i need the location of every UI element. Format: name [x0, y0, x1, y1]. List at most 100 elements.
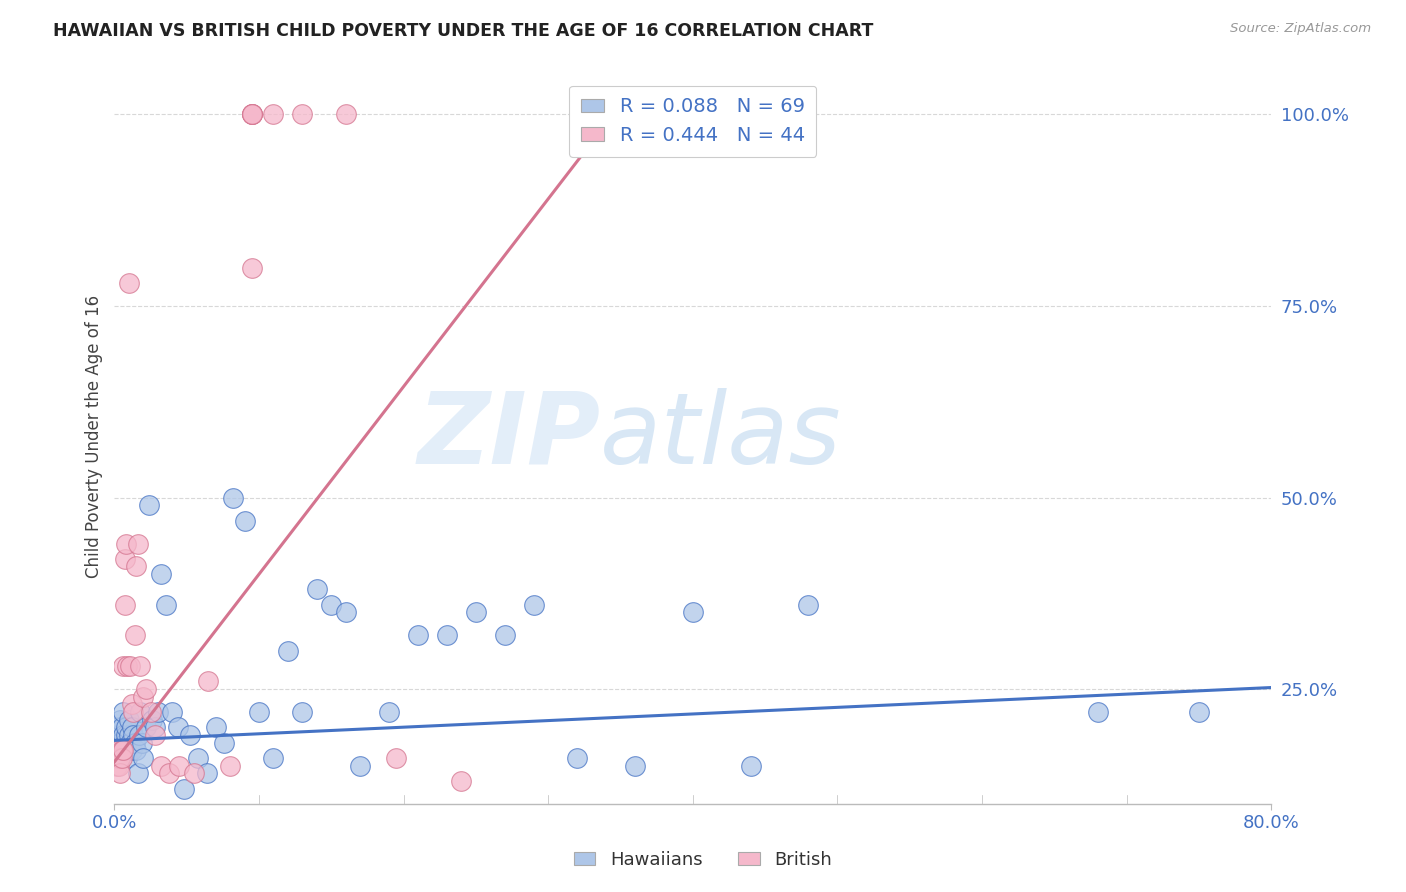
- Point: [143, 720, 166, 734]
- Point: [132, 690, 155, 704]
- Point: [127, 536, 149, 550]
- Point: [107, 743, 129, 757]
- Point: [797, 598, 820, 612]
- Text: HAWAIIAN VS BRITISH CHILD POVERTY UNDER THE AGE OF 16 CORRELATION CHART: HAWAIIAN VS BRITISH CHILD POVERTY UNDER …: [53, 22, 873, 40]
- Point: [127, 766, 149, 780]
- Text: ZIP: ZIP: [418, 388, 600, 484]
- Point: [108, 736, 131, 750]
- Point: [124, 628, 146, 642]
- Point: [120, 736, 142, 750]
- Point: [121, 698, 143, 712]
- Point: [112, 659, 135, 673]
- Point: [120, 659, 142, 673]
- Point: [112, 728, 135, 742]
- Point: [335, 606, 357, 620]
- Point: [117, 743, 139, 757]
- Point: [291, 107, 314, 121]
- Point: [114, 551, 136, 566]
- Point: [305, 582, 328, 597]
- Point: [162, 705, 184, 719]
- Point: [141, 713, 163, 727]
- Point: [240, 107, 263, 121]
- Point: [682, 606, 704, 620]
- Point: [132, 751, 155, 765]
- Point: [104, 728, 127, 742]
- Point: [277, 644, 299, 658]
- Point: [129, 705, 152, 719]
- Point: [450, 774, 472, 789]
- Point: [406, 628, 429, 642]
- Point: [112, 743, 135, 757]
- Point: [219, 758, 242, 772]
- Point: [111, 743, 134, 757]
- Point: [131, 736, 153, 750]
- Point: [378, 705, 401, 719]
- Point: [122, 728, 145, 742]
- Point: [125, 743, 148, 757]
- Point: [149, 567, 172, 582]
- Point: [494, 628, 516, 642]
- Point: [118, 728, 141, 742]
- Point: [104, 751, 127, 765]
- Point: [187, 751, 209, 765]
- Point: [105, 720, 128, 734]
- Point: [122, 705, 145, 719]
- Point: [1188, 705, 1211, 719]
- Point: [129, 659, 152, 673]
- Point: [139, 705, 162, 719]
- Point: [183, 766, 205, 780]
- Point: [104, 743, 127, 757]
- Point: [523, 598, 546, 612]
- Text: Source: ZipAtlas.com: Source: ZipAtlas.com: [1230, 22, 1371, 36]
- Point: [173, 781, 195, 796]
- Point: [291, 705, 314, 719]
- Point: [114, 743, 136, 757]
- Point: [111, 720, 134, 734]
- Point: [108, 751, 131, 765]
- Point: [233, 514, 256, 528]
- Point: [624, 758, 647, 772]
- Point: [105, 736, 128, 750]
- Point: [321, 598, 343, 612]
- Point: [240, 107, 263, 121]
- Point: [135, 681, 157, 696]
- Point: [105, 758, 128, 772]
- Point: [262, 751, 284, 765]
- Point: [107, 758, 129, 772]
- Point: [157, 766, 180, 780]
- Point: [247, 705, 270, 719]
- Point: [740, 758, 762, 772]
- Point: [1087, 705, 1109, 719]
- Point: [117, 659, 139, 673]
- Point: [204, 720, 226, 734]
- Point: [111, 743, 134, 757]
- Point: [169, 758, 191, 772]
- Point: [121, 720, 143, 734]
- Point: [118, 276, 141, 290]
- Point: [240, 107, 263, 121]
- Point: [114, 736, 136, 750]
- Point: [436, 628, 458, 642]
- Point: [111, 751, 134, 765]
- Point: [240, 260, 263, 275]
- Text: atlas: atlas: [600, 388, 842, 484]
- Point: [115, 536, 138, 550]
- Point: [117, 751, 139, 765]
- Point: [155, 598, 177, 612]
- Point: [118, 713, 141, 727]
- Point: [128, 728, 150, 742]
- Point: [125, 559, 148, 574]
- Point: [349, 758, 371, 772]
- Point: [105, 751, 128, 765]
- Point: [107, 743, 129, 757]
- Point: [143, 728, 166, 742]
- Point: [214, 736, 236, 750]
- Point: [464, 606, 486, 620]
- Point: [195, 766, 218, 780]
- Point: [565, 751, 588, 765]
- Point: [115, 720, 138, 734]
- Point: [146, 705, 169, 719]
- Legend: R = 0.088   N = 69, R = 0.444   N = 44: R = 0.088 N = 69, R = 0.444 N = 44: [569, 86, 817, 157]
- Point: [112, 705, 135, 719]
- Point: [385, 751, 408, 765]
